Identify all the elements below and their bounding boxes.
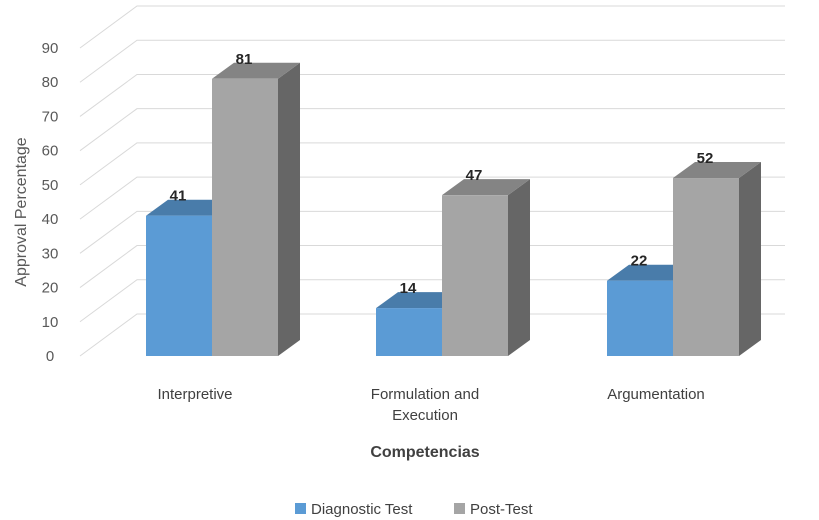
gridline	[79, 5, 785, 49]
gridline	[79, 39, 785, 83]
gridline	[79, 108, 785, 152]
gridline	[79, 245, 785, 288]
legend: Diagnostic Test Post-Test	[295, 501, 533, 518]
data-label: 52	[697, 150, 714, 167]
data-label: 47	[466, 167, 483, 184]
y-tick-label: 70	[42, 108, 59, 125]
legend-label: Post-Test	[470, 501, 533, 518]
data-label: 41	[170, 188, 187, 205]
category-label: Execution	[392, 407, 458, 424]
bar	[673, 162, 761, 356]
y-tick-label: 80	[42, 74, 59, 91]
y-tick-label: 20	[42, 280, 59, 297]
y-tick-label: 40	[42, 211, 59, 228]
legend-swatch	[295, 503, 306, 514]
data-label: 14	[400, 280, 417, 297]
legend-swatch	[454, 503, 465, 514]
gridline	[79, 73, 785, 117]
legend-label: Diagnostic Test	[311, 501, 413, 518]
bars	[146, 62, 761, 357]
category-label: Argumentation	[607, 386, 705, 403]
y-axis-title: Approval Percentage	[13, 137, 30, 287]
data-labels: 41 81 14 47 22 52	[170, 51, 714, 297]
gridline	[79, 176, 785, 220]
category-label: Formulation and	[371, 386, 479, 403]
y-tick-label: 60	[42, 143, 59, 160]
y-tick-label: 90	[42, 40, 59, 57]
category-label: Interpretive	[157, 386, 232, 403]
gridlines	[79, 5, 785, 357]
data-label: 22	[631, 253, 648, 270]
x-axis-title: Competencias	[370, 444, 479, 461]
bar	[212, 62, 300, 357]
gridline	[79, 210, 785, 254]
gridline	[79, 142, 785, 186]
y-tick-label: 50	[42, 177, 59, 194]
y-tick-label: 10	[42, 314, 59, 331]
y-tick-label: 0	[46, 348, 54, 365]
y-tick-label: 30	[42, 245, 59, 262]
gridline	[79, 279, 785, 323]
gridline	[79, 313, 785, 357]
category-labels: Interpretive Formulation and Execution Argu…	[157, 386, 704, 424]
bar	[442, 179, 530, 356]
y-axis-ticks: 0 10 20 30 40 50 60 70 80 90	[42, 40, 59, 365]
data-label: 81	[236, 51, 253, 68]
